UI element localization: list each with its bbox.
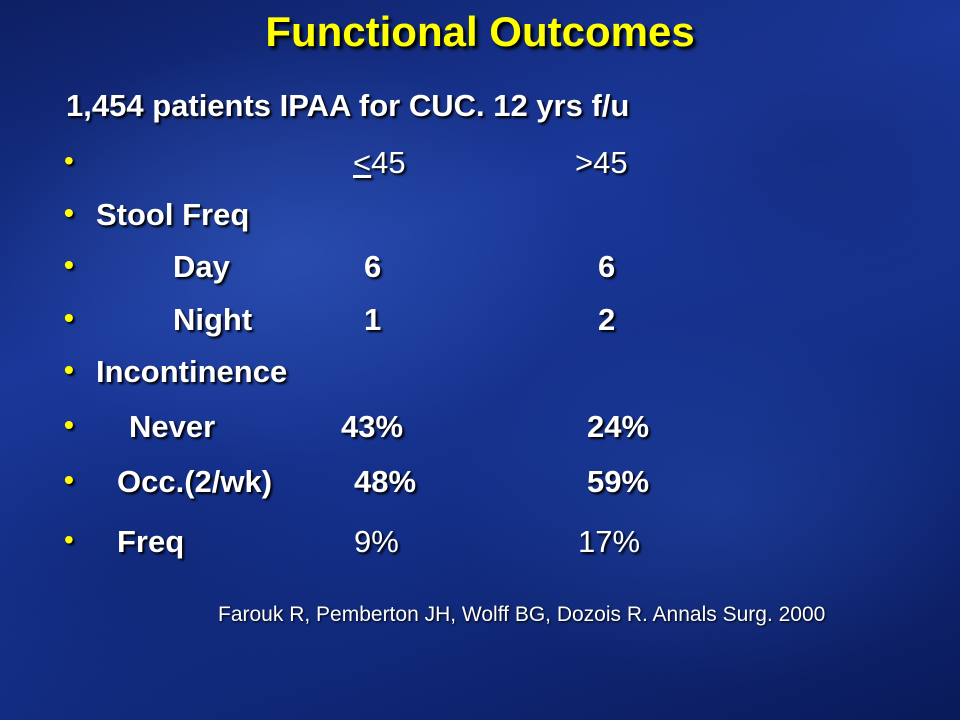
cell-under-45: 43% [341, 409, 404, 444]
cell-over-45: 2 [598, 302, 616, 337]
bullet-icon: • [64, 302, 74, 333]
header-row: • <45 >45 [0, 141, 960, 191]
cell-over-45: 59% [587, 464, 650, 499]
cell-over-45: 24% [587, 409, 650, 444]
row-freq: • Freq 9% 17% [0, 520, 960, 570]
slide-title: Functional Outcomes [265, 8, 695, 55]
bullet-icon: • [64, 249, 74, 280]
less-than-or-equal-symbol: < [353, 145, 372, 180]
cell-under-45: 48% [354, 464, 417, 499]
row-label: Night [173, 302, 253, 337]
bullet-icon: • [64, 197, 74, 228]
row-label: Never [129, 409, 216, 444]
citation: Farouk R, Pemberton JH, Wolff BG, Dozois… [218, 603, 826, 626]
bullet-icon: • [64, 524, 74, 555]
row-night: • Night 1 2 [0, 298, 960, 348]
age-under-45-value: 45 [371, 145, 406, 180]
bullet-icon: • [64, 354, 74, 385]
row-label: Occ.(2/wk) [117, 464, 273, 499]
bullet-icon: • [64, 409, 74, 440]
row-occasional: • Occ.(2/wk) 48% 59% [0, 460, 960, 510]
cell-over-45: 6 [598, 249, 616, 284]
cell-over-45: 17% [578, 524, 641, 559]
row-never: • Never 43% 24% [0, 405, 960, 455]
age-over-45-header: >45 [575, 145, 628, 180]
row-label: Incontinence [96, 354, 288, 389]
bullet-icon: • [64, 464, 74, 495]
row-label: Day [173, 249, 230, 284]
slide-subtitle: 1,454 patients IPAA for CUC. 12 yrs f/u [66, 88, 630, 123]
row-label: Freq [117, 524, 185, 559]
bullet-icon: • [64, 145, 74, 176]
cell-under-45: 1 [364, 302, 382, 337]
age-under-45-header: <45 [353, 141, 406, 185]
row-label: Stool Freq [96, 197, 250, 232]
row-stool-freq: • Stool Freq [0, 193, 960, 243]
row-incontinence: • Incontinence [0, 350, 960, 400]
row-day: • Day 6 6 [0, 245, 960, 295]
cell-under-45: 9% [354, 524, 399, 559]
cell-under-45: 6 [364, 249, 382, 284]
